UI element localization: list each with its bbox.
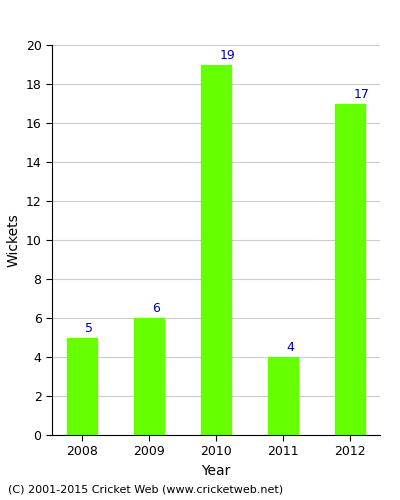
Y-axis label: Wickets: Wickets bbox=[6, 213, 20, 267]
Text: 19: 19 bbox=[219, 48, 235, 62]
Text: 5: 5 bbox=[85, 322, 93, 334]
Text: (C) 2001-2015 Cricket Web (www.cricketweb.net): (C) 2001-2015 Cricket Web (www.cricketwe… bbox=[8, 485, 283, 495]
Text: 4: 4 bbox=[286, 341, 294, 354]
Bar bbox=[201, 64, 231, 435]
Text: 17: 17 bbox=[353, 88, 369, 101]
X-axis label: Year: Year bbox=[201, 464, 231, 478]
Bar bbox=[134, 318, 164, 435]
Text: 6: 6 bbox=[152, 302, 160, 315]
Bar bbox=[335, 104, 365, 435]
Bar bbox=[67, 338, 97, 435]
Bar bbox=[268, 357, 298, 435]
